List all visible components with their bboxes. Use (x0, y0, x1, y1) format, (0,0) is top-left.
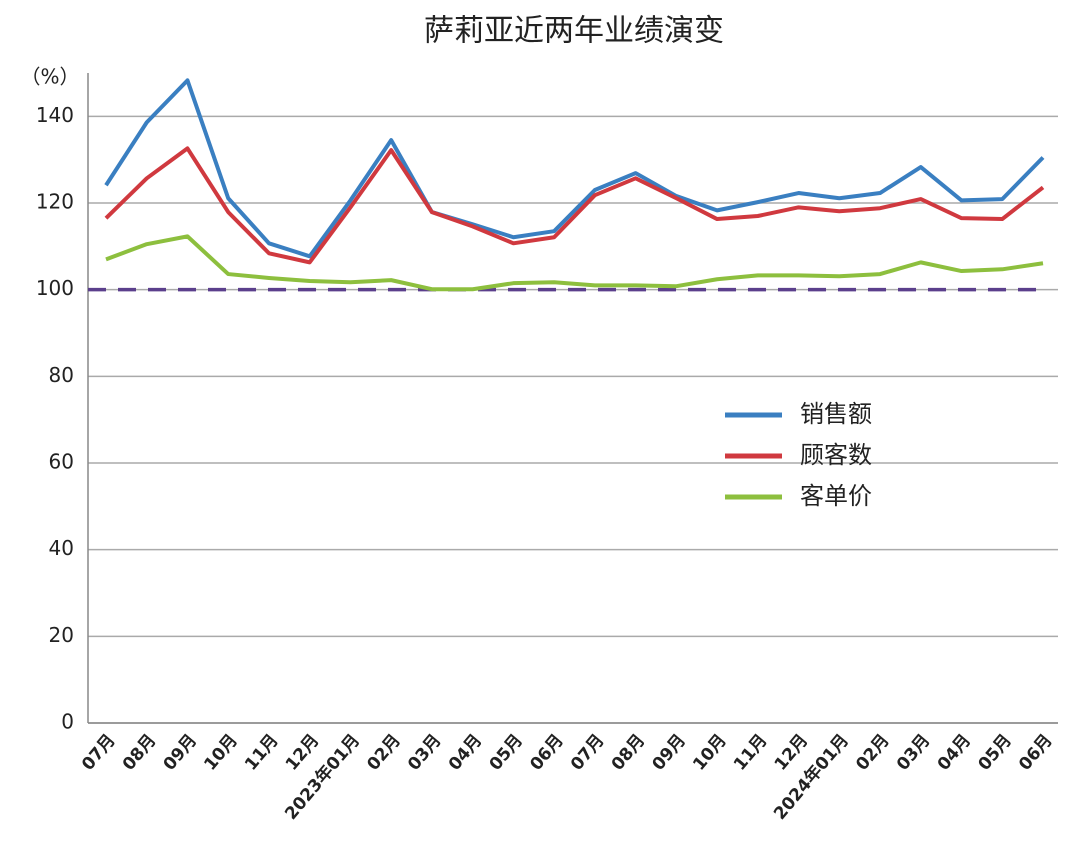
y-tick-label: 60 (49, 450, 74, 474)
x-tick-label: 08月 (608, 731, 649, 775)
x-tick-label: 06月 (1015, 731, 1056, 775)
x-tick-label: 03月 (893, 731, 934, 775)
x-tick-label: 02月 (363, 731, 404, 775)
y-tick-label: 0 (61, 710, 74, 734)
x-tick-label: 08月 (119, 731, 160, 775)
legend-label: 销售额 (800, 400, 872, 428)
x-tick-label: 02月 (852, 731, 893, 775)
y-axis-label: （%） (20, 65, 79, 89)
legend-label: 顾客数 (800, 441, 872, 469)
y-tick-label: 140 (36, 103, 74, 127)
line (105, 234, 1044, 292)
x-tick-label: 05月 (974, 731, 1015, 775)
x-tick-label: 11月 (241, 731, 282, 775)
x-tick-label: 04月 (934, 731, 975, 775)
x-tick-label: 09月 (160, 731, 201, 775)
chart-title: 萨莉亚近两年业绩演变 (424, 14, 724, 49)
x-tick-label: 07月 (78, 731, 119, 775)
line (104, 78, 1045, 259)
x-tick-label: 03月 (404, 731, 445, 775)
line (104, 146, 1045, 265)
x-tick-label: 10月 (689, 731, 730, 775)
x-tick-label: 05月 (486, 731, 527, 775)
y-tick-label: 100 (36, 276, 74, 300)
x-tick-label: 04月 (445, 731, 486, 775)
y-tick-label: 20 (49, 623, 74, 647)
y-tick-label: 120 (36, 190, 74, 214)
x-tick-label: 07月 (567, 731, 608, 775)
y-tick-label: 40 (49, 536, 74, 560)
x-tick-label: 11月 (730, 731, 771, 775)
x-tick-label: 06月 (526, 731, 567, 775)
legend-label: 客单价 (800, 482, 872, 510)
x-tick-label: 09月 (649, 731, 690, 775)
x-tick-label: 10月 (200, 731, 241, 775)
y-tick-label: 80 (49, 363, 74, 387)
